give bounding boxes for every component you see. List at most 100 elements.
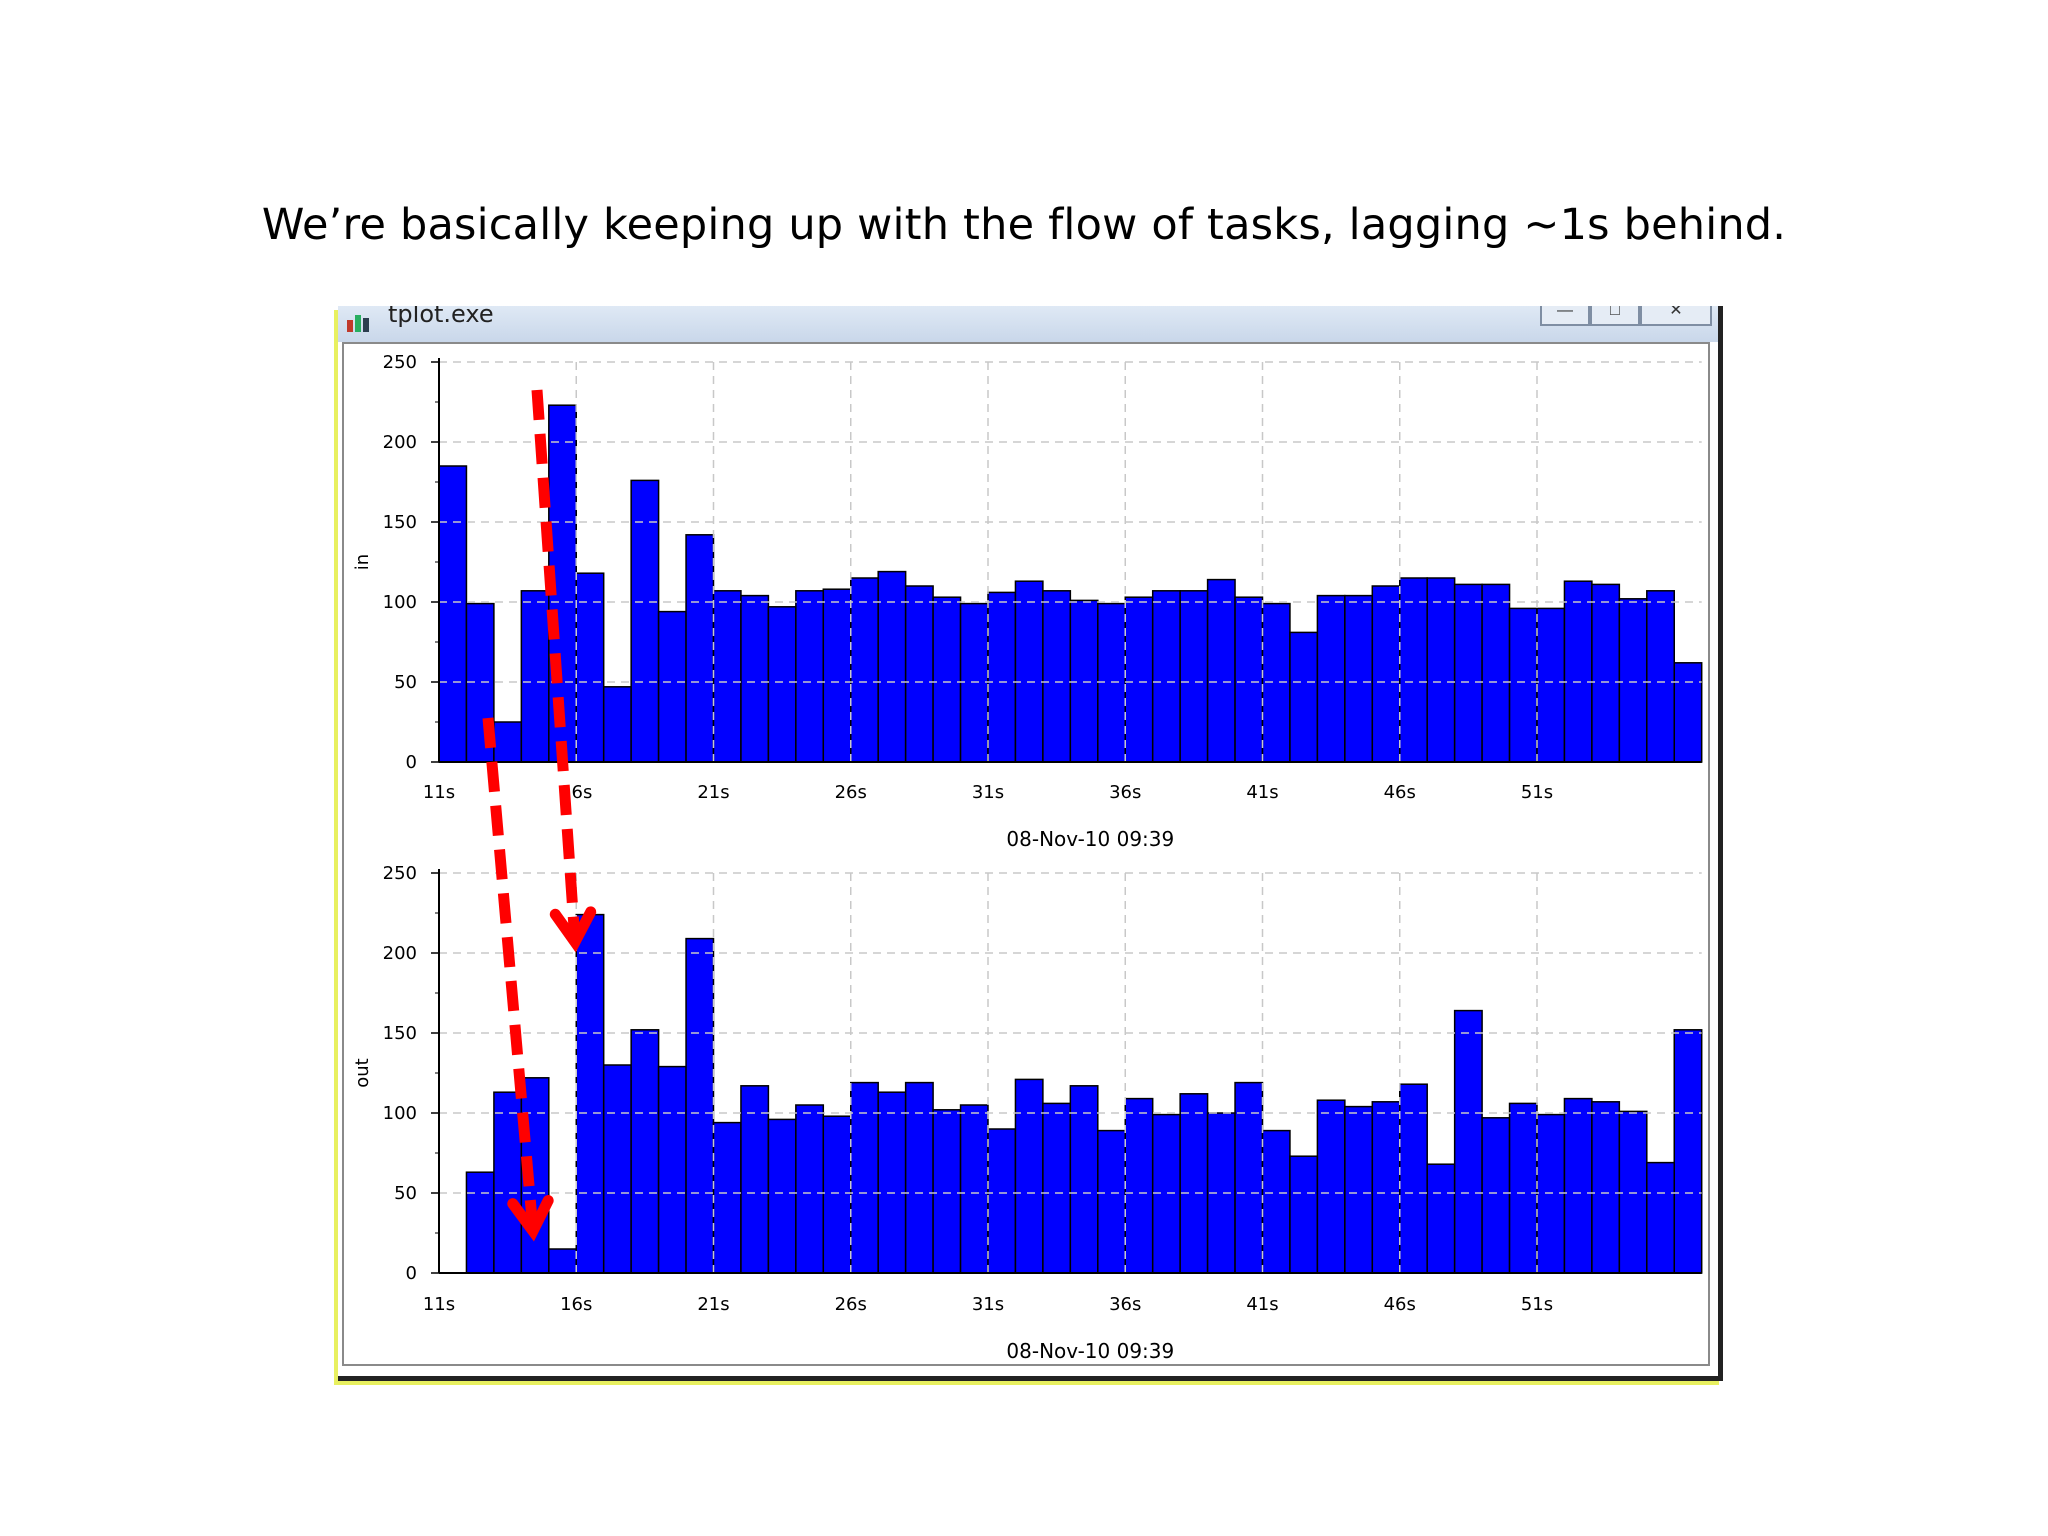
in-bar — [1234, 596, 1264, 763]
out-bar — [575, 913, 605, 1274]
in-bar — [685, 534, 715, 763]
in-x-tick-label: 11s — [423, 782, 455, 803]
in-bar — [767, 606, 797, 763]
out-bar — [822, 1115, 852, 1274]
close-icon[interactable]: ✕ — [1640, 306, 1712, 326]
out-bar — [1426, 1163, 1456, 1274]
out-bar — [465, 1171, 495, 1274]
in-bar — [1344, 594, 1374, 763]
in-bar — [1453, 583, 1483, 763]
out-y-tick-label: 0 — [406, 1263, 417, 1284]
in-bar — [1563, 580, 1593, 763]
out-bar — [657, 1065, 687, 1274]
in-bar — [1316, 594, 1346, 763]
out-bar — [1234, 1081, 1264, 1274]
out-bar — [850, 1081, 879, 1274]
window-controls: — □ ✕ — [1540, 306, 1712, 326]
out-bar — [1069, 1085, 1099, 1274]
in-date-label: 08-Nov-10 09:39 — [1006, 827, 1174, 851]
out-bar — [932, 1109, 962, 1274]
in-bar — [1069, 599, 1099, 763]
in-bar — [712, 590, 742, 763]
out-x-tick-label: 41s — [1246, 1294, 1278, 1315]
out-y-axis-label: out — [352, 1058, 373, 1087]
out-x-tick-label: 36s — [1109, 1294, 1141, 1315]
out-bar — [685, 937, 715, 1274]
out-bar — [1591, 1101, 1621, 1274]
window-titlebar[interactable]: tplot.exe — □ ✕ — [338, 306, 1718, 342]
out-x-tick-label: 11s — [423, 1294, 455, 1315]
in-bar — [1618, 598, 1648, 763]
slide-title: We’re basically keeping up with the flow… — [261, 200, 1787, 250]
in-bar — [1124, 596, 1154, 763]
in-bar — [850, 577, 879, 763]
in-y-tick-label: 150 — [383, 512, 417, 533]
out-bar — [712, 1121, 742, 1274]
out-x-tick-label: 26s — [835, 1294, 867, 1315]
in-bar — [520, 590, 550, 763]
in-y-tick-label: 200 — [383, 432, 417, 453]
in-bar — [1042, 590, 1072, 763]
out-bar — [1481, 1117, 1511, 1274]
out-bar — [548, 1248, 578, 1274]
out-bar — [1151, 1113, 1181, 1274]
out-bar — [630, 1029, 660, 1274]
out-bar — [1536, 1113, 1566, 1274]
in-bar — [1289, 631, 1319, 763]
in-x-tick-label: 41s — [1246, 782, 1278, 803]
in-bar — [1151, 590, 1181, 763]
in-bar — [987, 591, 1017, 763]
plot-area: 0 50 100 150 200 250 11s 16s 21s 26s 31s 36s 41s 46s 5… — [342, 342, 1710, 1366]
minimize-icon[interactable]: — — [1540, 306, 1590, 326]
out-bar — [1124, 1097, 1154, 1274]
out-x-tick-label: 16s — [560, 1294, 592, 1315]
in-x-tick-label: 21s — [697, 782, 729, 803]
out-x-tick-label: 46s — [1384, 1294, 1416, 1315]
in-bar — [1014, 580, 1044, 763]
in-bar — [438, 465, 468, 763]
out-bar — [1646, 1161, 1676, 1274]
in-bar — [1673, 662, 1703, 763]
out-bar — [1261, 1129, 1291, 1274]
in-bar — [795, 590, 825, 763]
out-date-label: 08-Nov-10 09:39 — [1006, 1339, 1174, 1363]
in-bar — [932, 596, 962, 763]
in-bar — [1097, 602, 1126, 763]
in-x-tick-label: 26s — [835, 782, 867, 803]
in-bar — [1508, 607, 1538, 763]
histogram-charts: 0 50 100 150 200 250 11s 16s 21s 26s 31s 36s 41s 46s 5… — [352, 352, 1703, 1363]
in-bar — [1261, 602, 1291, 763]
out-bar — [602, 1064, 632, 1274]
out-bar — [1673, 1029, 1703, 1274]
out-bar — [877, 1091, 907, 1274]
in-bar — [465, 602, 495, 763]
in-bar — [1206, 578, 1236, 763]
in-y-tick-label: 100 — [383, 592, 417, 613]
maximize-icon[interactable]: □ — [1590, 306, 1640, 326]
chart-app-icon — [347, 315, 369, 332]
in-x-tick-label: 36s — [1109, 782, 1141, 803]
in-bar — [877, 570, 907, 763]
in-bar — [1536, 607, 1566, 763]
out-bar — [493, 1091, 523, 1274]
out-bar — [904, 1081, 934, 1274]
in-bar — [1399, 577, 1428, 763]
in-x-tick-label: 31s — [972, 782, 1004, 803]
out-bar — [1316, 1099, 1346, 1274]
in-y-tick-label: 0 — [406, 752, 417, 773]
out-bar — [740, 1085, 770, 1274]
out-bar — [1179, 1093, 1209, 1274]
out-bar — [1042, 1102, 1072, 1274]
out-bar — [1371, 1101, 1401, 1274]
in-bar — [822, 588, 852, 763]
out-y-tick-label: 150 — [383, 1023, 417, 1044]
in-bar — [602, 686, 632, 763]
in-bar — [740, 594, 770, 763]
in-bar — [959, 602, 989, 763]
out-bar — [1563, 1097, 1593, 1274]
in-bar — [1646, 590, 1676, 763]
out-bar — [1014, 1078, 1044, 1274]
out-x-tick-label: 21s — [697, 1294, 729, 1315]
out-bar — [1453, 1009, 1483, 1274]
arrow-in-to-out — [531, 389, 581, 943]
